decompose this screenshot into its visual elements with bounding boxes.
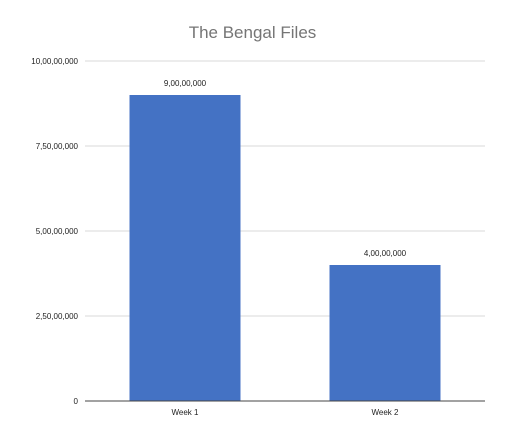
bar: [129, 95, 241, 401]
x-tick-label: Week 2: [372, 408, 400, 417]
y-tick-label: 2,50,00,000: [36, 312, 79, 321]
y-tick-label: 7,50,00,000: [36, 142, 79, 151]
y-tick-label: 0: [74, 397, 79, 406]
y-tick-label: 5,00,00,000: [36, 227, 79, 236]
bar: [329, 265, 441, 401]
data-label: 4,00,00,000: [364, 249, 407, 258]
chart-title: The Bengal Files: [189, 23, 317, 42]
bars-layer: [129, 95, 441, 401]
labels-layer: 0 2,50,00,000 5,00,00,000 7,50,00,000 10,00,…: [31, 57, 406, 417]
y-tick-label: 10,00,00,000: [31, 57, 78, 66]
data-label: 9,00,00,000: [164, 79, 207, 88]
x-tick-label: Week 1: [172, 408, 200, 417]
